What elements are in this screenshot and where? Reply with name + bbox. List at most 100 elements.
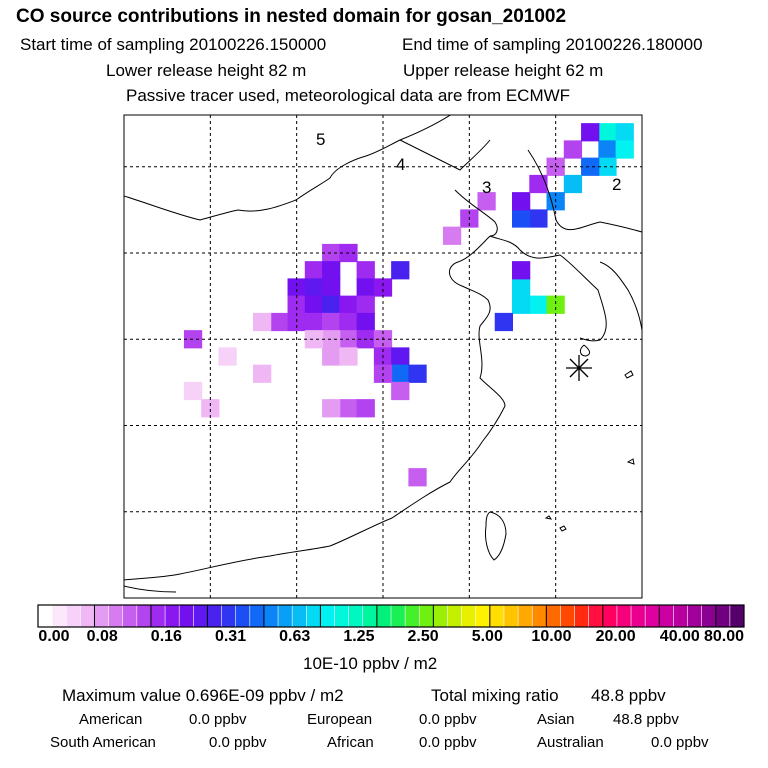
heatmap-cell-8 xyxy=(529,209,548,228)
coastline-bohai-korea xyxy=(527,149,642,233)
colorbar-swatch-36 xyxy=(546,605,561,627)
heatmap-cell-28 xyxy=(356,261,375,280)
heatmap-cell-5 xyxy=(581,157,600,176)
tracer-note-label: Passive tracer used, meteorological data… xyxy=(126,86,571,105)
maximum-value-label: Maximum value 0.696E-09 ppbv / m2 xyxy=(62,686,344,705)
heatmap-cell-1 xyxy=(598,140,617,159)
colorbar-swatch-5 xyxy=(108,605,124,627)
heatmap-cell-44 xyxy=(339,312,358,332)
colorbar-tick-4: 0.63 xyxy=(279,628,311,645)
heatmap-cell-64 xyxy=(218,347,237,366)
heatmap-cell-43 xyxy=(322,312,341,332)
colorbar-unit-label: 10E-10 ppbv / m2 xyxy=(303,654,438,673)
heatmap-cell-0 xyxy=(598,123,617,142)
heatmap-cell-21 xyxy=(546,295,565,314)
heatmap-cell-60 xyxy=(339,399,358,418)
colorbar-swatch-42 xyxy=(631,605,646,627)
heatmap-cell-29 xyxy=(287,278,306,297)
heatmap-cell-50 xyxy=(391,347,410,366)
colorbar-swatch-9 xyxy=(165,605,180,627)
colorbar-swatch-0 xyxy=(38,605,53,627)
colorbar-swatch-7 xyxy=(136,605,152,627)
heatmap-cell-14 xyxy=(581,123,600,142)
start-time-label: Start time of sampling 20100226.150000 xyxy=(20,35,327,54)
region-name-south-american: South American xyxy=(50,734,156,751)
heatmap-cell-57 xyxy=(339,347,358,366)
coastline-jeju xyxy=(579,344,591,357)
region-label-5: 5 xyxy=(316,130,325,149)
colorbar-swatch-14 xyxy=(235,605,251,627)
heatmap-cell-4 xyxy=(598,157,617,176)
colorbar-swatch-4 xyxy=(94,605,110,627)
region-name-american: American xyxy=(79,711,143,728)
heatmap-cell-62 xyxy=(322,399,341,418)
heatmap-cell-59 xyxy=(304,330,324,349)
heatmap-cell-45 xyxy=(356,312,375,332)
region-value-australian: 0.0 ppbv xyxy=(651,734,709,751)
colorbar-swatch-20 xyxy=(320,605,336,627)
lower-release-height-label: Lower release height 82 m xyxy=(106,61,307,80)
colorbar-swatch-10 xyxy=(179,605,194,627)
colorbar-swatch-30 xyxy=(461,605,477,627)
heatmap-cell-39 xyxy=(356,295,375,314)
colorbar-swatch-33 xyxy=(503,605,519,627)
colorbar-swatch-24 xyxy=(376,605,392,627)
heatmap-cell-52 xyxy=(408,364,427,383)
heatmap-cell-36 xyxy=(304,295,324,314)
colorbar-tick-7: 5.00 xyxy=(471,628,503,645)
region-name-african: African xyxy=(327,734,374,751)
colorbar-tick-3: 0.31 xyxy=(214,628,247,645)
heatmap-cell-56 xyxy=(322,347,341,366)
heatmap-cell-61 xyxy=(356,399,375,418)
colorbar-swatch-41 xyxy=(616,605,632,627)
colorbar-swatch-48 xyxy=(715,605,731,627)
colorbar-swatch-44 xyxy=(659,605,674,627)
heatmap-cell-12 xyxy=(546,157,565,176)
colorbar-swatch-21 xyxy=(334,605,350,627)
heatmap-cell-37 xyxy=(322,295,341,314)
coastline-japan xyxy=(599,261,642,331)
colorbar-swatch-15 xyxy=(249,605,265,627)
colorbar-swatch-26 xyxy=(405,605,420,627)
colorbar-swatch-16 xyxy=(263,605,279,627)
heatmap-cell-27 xyxy=(322,261,341,280)
region-value-american: 0.0 ppbv xyxy=(189,711,247,728)
coastline-china-coast xyxy=(124,235,506,581)
region-value-african: 0.0 ppbv xyxy=(419,734,477,751)
colorbar-tick-0: 0.00 xyxy=(38,628,70,645)
heatmap-cell-13 xyxy=(563,140,583,159)
colorbar-swatch-37 xyxy=(560,605,576,627)
colorbar-swatch-18 xyxy=(292,605,307,627)
colorbar-swatch-39 xyxy=(588,605,604,627)
colorbar xyxy=(37,604,745,628)
heatmap-cell-20 xyxy=(512,295,531,314)
colorbar-tick-1: 0.08 xyxy=(86,628,118,645)
colorbar-swatch-13 xyxy=(221,605,237,627)
colorbar-swatch-46 xyxy=(687,605,703,627)
colorbar-swatch-47 xyxy=(701,605,717,627)
heatmap-cell-51 xyxy=(391,364,410,383)
coastlines xyxy=(124,115,642,593)
heatmap-cell-35 xyxy=(287,295,306,314)
total-mixing-ratio-label: Total mixing ratio xyxy=(431,686,559,705)
heatmap-cell-11 xyxy=(529,174,548,194)
heatmap-cell-30 xyxy=(304,278,324,297)
colorbar-tick-8: 10.00 xyxy=(531,628,572,645)
colorbar-swatch-22 xyxy=(348,605,364,627)
heatmap-cell-6 xyxy=(563,174,583,194)
colorbar-swatch-34 xyxy=(518,605,533,627)
colorbar-swatch-8 xyxy=(150,605,166,627)
colorbar-swatch-25 xyxy=(391,605,406,627)
colorbar-swatch-29 xyxy=(447,605,463,627)
heatmap-cell-66 xyxy=(183,381,203,401)
heatmap-cell-31 xyxy=(322,278,341,297)
heatmap-cell-58 xyxy=(253,312,272,332)
colorbar-swatch-49 xyxy=(729,605,745,627)
coastline-hainan xyxy=(124,585,177,593)
heatmap-cell-10 xyxy=(512,192,531,211)
coastline-islands xyxy=(544,370,635,532)
heatmap-cell-2 xyxy=(615,123,634,142)
colorbar-swatch-38 xyxy=(574,605,590,627)
region-value-south-american: 0.0 ppbv xyxy=(209,734,267,751)
